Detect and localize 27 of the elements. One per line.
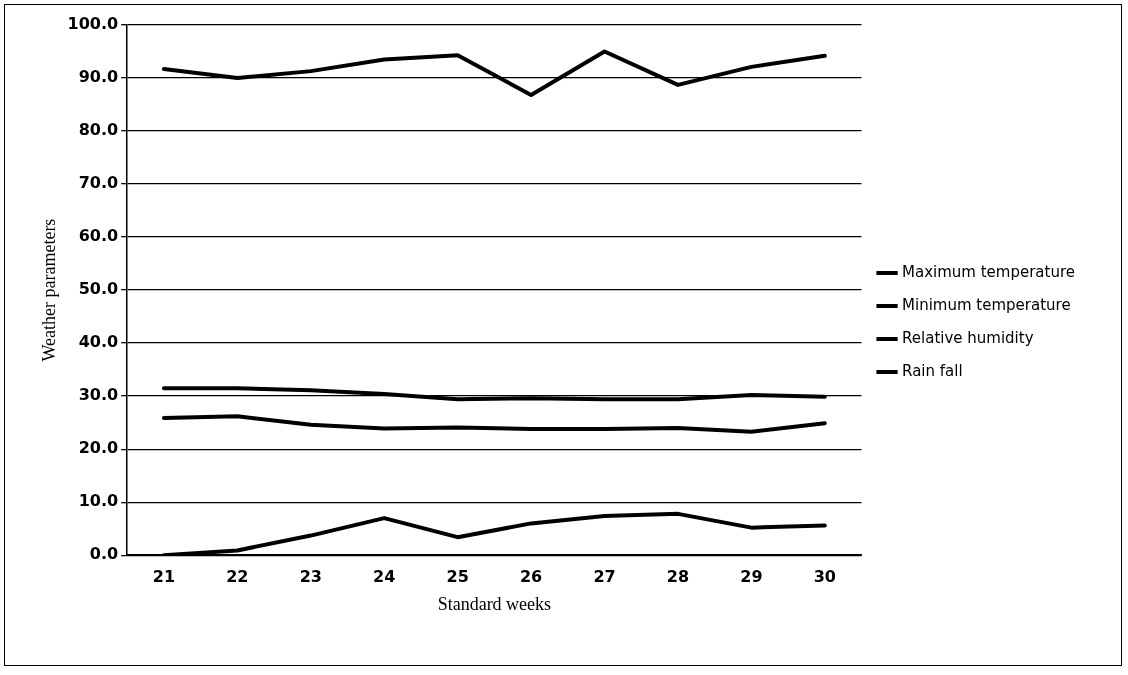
x-tick-label: 29	[740, 566, 763, 586]
y-tick-label: 70.0	[78, 173, 119, 193]
x-tick-label: 30	[813, 566, 836, 586]
y-tick-label: 50.0	[78, 279, 119, 299]
x-tick-label: 22	[226, 566, 249, 586]
x-tick-label: 28	[666, 566, 690, 586]
legend-label: Maximum temperature	[902, 262, 1076, 281]
y-tick-label: 40.0	[78, 332, 119, 352]
y-tick-label: 30.0	[78, 385, 119, 405]
x-tick-label: 24	[373, 566, 396, 586]
y-tick-label: 90.0	[78, 67, 119, 87]
y-tick-label: 20.0	[78, 438, 119, 458]
x-axis-title: Standard weeks	[437, 593, 552, 614]
x-tick-label: 27	[593, 566, 616, 586]
x-tick-label: 25	[446, 566, 469, 586]
legend-label: Rain fall	[902, 361, 963, 380]
y-tick-label: 80.0	[78, 120, 119, 140]
y-tick-label: 0.0	[89, 544, 119, 564]
x-tick-label: 23	[299, 566, 322, 586]
y-tick-label: 100.0	[67, 14, 119, 34]
x-tick-label: 26	[519, 566, 543, 586]
y-tick-label: 10.0	[78, 491, 119, 511]
x-tick-label: 21	[152, 566, 176, 586]
legend-label: Relative humidity	[902, 328, 1034, 347]
legend-label: Minimum temperature	[902, 295, 1071, 314]
y-axis-title: Weather parameters	[38, 218, 59, 362]
y-tick-label: 60.0	[78, 226, 119, 246]
